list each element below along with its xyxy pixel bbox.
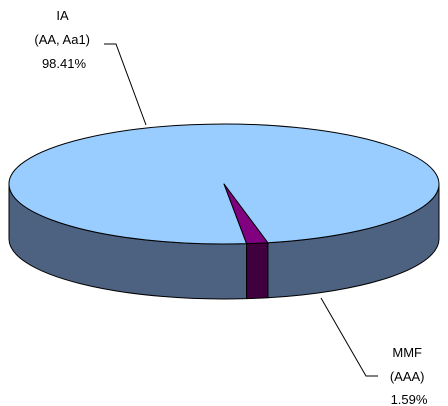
leader-lines [104,43,378,377]
pie-side-mmf [246,242,269,300]
leader-line-mmf [320,297,378,377]
slice-label-mmf: MMF (AAA) 1.59% [390,345,428,406]
pie-sides [8,183,440,300]
pie-tops [8,123,440,245]
slice-label-ia: IA (AA, Aa1) 98.41% [34,8,93,71]
pie-slice-mmf [223,183,269,245]
leader-line-ia [104,43,147,126]
